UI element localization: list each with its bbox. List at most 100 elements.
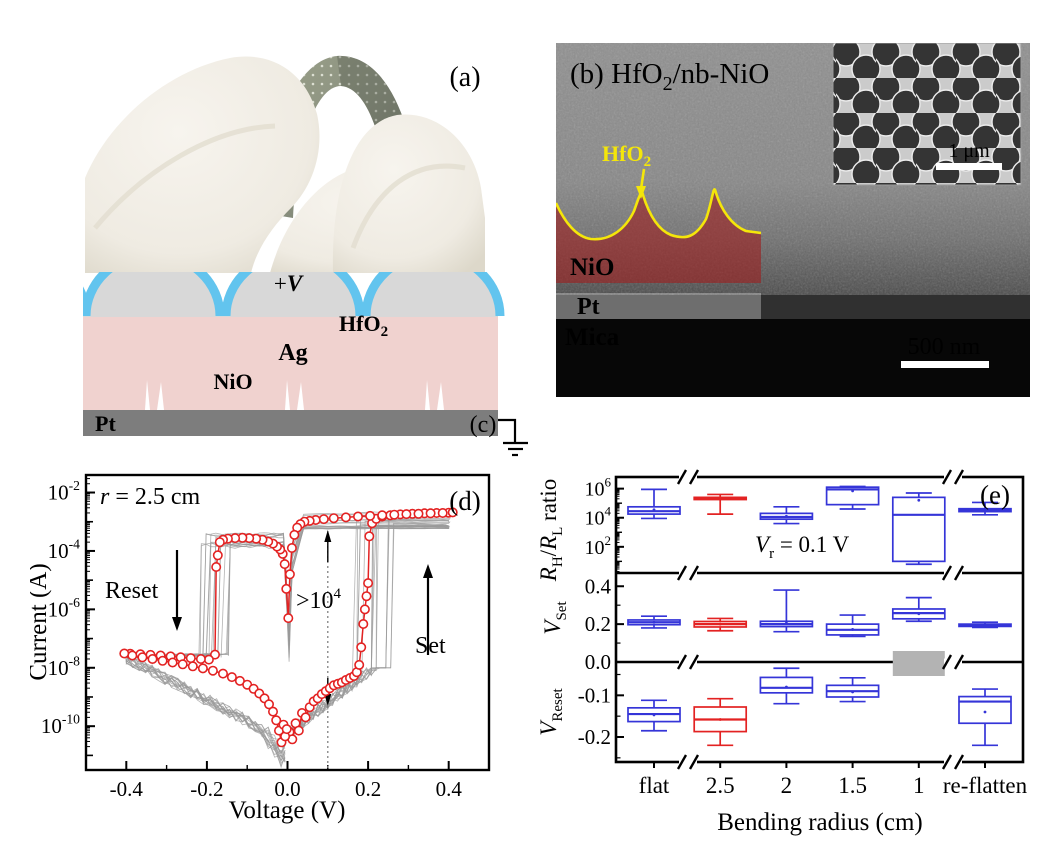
right-glove-fingertip <box>332 114 485 273</box>
inset-scalebar-label: 1 μm <box>948 140 990 162</box>
sem-mica-label: Mica <box>565 324 620 351</box>
category-label-2: 2 <box>781 773 793 798</box>
x-tick-label: 0.4 <box>436 777 463 801</box>
ratio-arrow-down-head <box>324 694 332 706</box>
iv-note: r = 2.5 cm <box>100 484 201 510</box>
set-arrow <box>423 564 433 655</box>
box-2-panel2 <box>759 667 814 705</box>
mean-dot <box>851 628 854 631</box>
category-label-2.5: 2.5 <box>706 773 735 798</box>
gray-cycle-curves <box>124 510 451 769</box>
mean-dot <box>983 623 987 627</box>
axis-break-gap <box>944 473 962 481</box>
box-2-panel0 <box>759 505 814 525</box>
hfo2-label: HfO2 <box>339 311 388 340</box>
data-point-circle <box>218 668 229 679</box>
box-flat-panel1 <box>627 615 681 629</box>
iqr-box <box>958 695 1012 725</box>
median-cycle-markers <box>119 507 458 748</box>
axis-break-slash <box>688 654 700 670</box>
data-point-circle <box>185 653 196 664</box>
gray-no-reset-marker <box>892 651 945 676</box>
axis-break-slash <box>953 754 965 770</box>
left-glove-finger <box>85 56 320 273</box>
sem-pt-label: Pt <box>577 294 600 320</box>
boxplot-frame <box>614 475 1025 764</box>
left-glove-fold <box>93 123 276 230</box>
data-point-circle <box>283 613 294 624</box>
data-point-circle <box>300 712 311 723</box>
ag-label: Ag <box>278 340 307 366</box>
data-point-circle <box>119 648 130 659</box>
data-point-circle <box>279 559 290 570</box>
mean-dot <box>917 612 921 616</box>
ratio-tick-label: 104 <box>585 504 612 530</box>
data-point-circle <box>340 512 351 523</box>
panel-e-tag: (e) <box>980 480 1010 510</box>
box-re-flatten-panel1 <box>958 621 1012 629</box>
data-point-circle <box>281 724 292 735</box>
data-point-circle <box>356 642 367 653</box>
iv-ylabel: Current (A) <box>30 563 52 680</box>
data-point-circle <box>214 537 225 548</box>
mean-dot <box>785 621 788 625</box>
mean-dot <box>983 509 987 512</box>
data-point-circle <box>363 578 374 589</box>
mean-dot <box>785 514 788 518</box>
data-point-circle <box>137 652 148 663</box>
bending-xlabel: Bending radius (cm) <box>717 809 923 836</box>
hfo2-arc-2 <box>221 272 365 317</box>
false-color-nio-region <box>556 189 761 283</box>
axis-break-slash <box>953 469 965 485</box>
data-point-circle <box>268 706 279 717</box>
data-point-circle <box>147 654 158 665</box>
mean-dot <box>718 622 722 626</box>
box-2.5-panel0 <box>693 493 748 515</box>
vset-tick-label: 0.4 <box>585 574 612 598</box>
reset-arrow <box>172 550 182 631</box>
pt-label: Pt <box>95 411 116 436</box>
y-tick-label: 10-4 <box>48 536 81 562</box>
reset-annotation: Reset <box>105 578 159 604</box>
box-1-panel0 <box>891 492 946 566</box>
axis-break-slash <box>688 565 700 581</box>
data-point-circle <box>203 654 214 665</box>
data-point-circle <box>389 509 400 520</box>
data-point-circle <box>318 514 329 525</box>
ratio-tick-label: 102 <box>585 533 612 559</box>
axis-break-gap <box>679 473 697 481</box>
mean-dot <box>917 498 921 502</box>
y-tick-label: 10-8 <box>48 653 81 679</box>
ratio-annotation: >104 <box>296 586 342 614</box>
panel-b-sem-image: 1 μm (b) HfO2/nb-NiO HfO2 NiO Pt Mica 50… <box>556 43 1030 397</box>
axis-break-gap <box>944 658 962 666</box>
sem-scalebar <box>901 361 989 368</box>
box-flat-panel2 <box>627 699 681 732</box>
data-point-circle <box>167 657 178 668</box>
panel-a-photo: (a) <box>85 55 485 273</box>
data-point-circle <box>226 672 237 683</box>
data-point-circle <box>425 508 436 519</box>
mean-dot <box>652 620 656 624</box>
mean-dot <box>652 508 656 512</box>
category-label-1: 1 <box>913 773 925 798</box>
data-point-circle <box>328 513 339 524</box>
panel-d-tag: (d) <box>449 486 480 516</box>
vset-tick-label: 0.2 <box>585 612 611 636</box>
box-1-panel1 <box>891 596 946 623</box>
mean-dot <box>785 685 788 689</box>
x-tick-label: 0.2 <box>355 777 381 801</box>
vset-tick-label: 0.0 <box>585 650 611 674</box>
ground-symbol <box>498 418 528 457</box>
iv-xlabel: Voltage (V) <box>229 797 346 824</box>
data-point-circle <box>401 509 412 520</box>
data-point-circle <box>187 661 198 672</box>
data-point-circle <box>364 531 375 542</box>
ratio-arrow-up-head <box>324 530 332 542</box>
panel-a-tag: (a) <box>449 62 480 93</box>
iqr-box <box>825 486 880 506</box>
data-point-circle <box>264 699 275 710</box>
axis-break-slash <box>941 469 953 485</box>
vreset-ylabel: VReset <box>540 687 566 735</box>
